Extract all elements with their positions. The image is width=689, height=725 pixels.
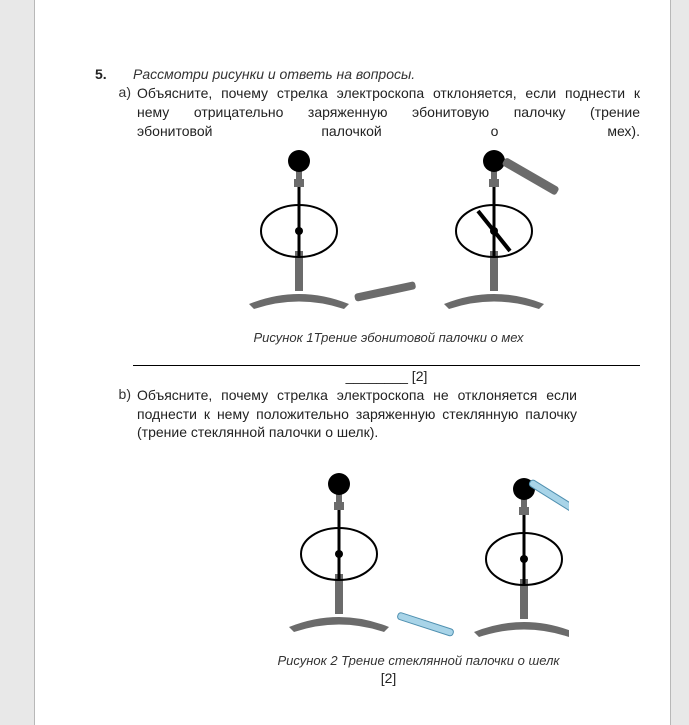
item-b: b) Объясните, почему стрелка электроскоп… <box>95 386 640 687</box>
document-page: 5. Рассмотри рисунки и ответь на вопросы… <box>34 0 671 725</box>
figure-1 <box>137 149 640 322</box>
item-a-line2: нему отрицательно заряженную эбонитовую … <box>137 103 640 122</box>
item-a-points: ________ [2] <box>133 368 640 384</box>
item-b-body: Объясните, почему стрелка электроскопа н… <box>137 386 640 687</box>
question-number: 5. <box>95 66 133 82</box>
item-b-text: Объясните, почему стрелка электроскопа н… <box>137 386 577 443</box>
figure-1-svg <box>209 149 569 319</box>
figure-2 <box>137 472 640 645</box>
figure-2-svg <box>209 472 569 642</box>
page-background: 5. Рассмотри рисунки и ответь на вопросы… <box>0 0 689 725</box>
figure-2-caption: Рисунок 2 Трение стеклянной палочки о ше… <box>197 653 640 668</box>
question-5-header: 5. Рассмотри рисунки и ответь на вопросы… <box>95 66 640 82</box>
item-b-letter: b) <box>111 386 137 402</box>
instruction-text: Рассмотри рисунки и ответь на вопросы. <box>133 66 415 82</box>
answer-line-1 <box>133 365 640 366</box>
item-a-line1: Объясните, почему стрелка электроскопа о… <box>137 84 640 103</box>
item-b-points: [2] <box>137 670 640 686</box>
item-a-answer-area: ________ [2] <box>133 365 640 384</box>
item-a-line3: эбонитовой палочкой о мех). <box>137 122 640 141</box>
content-area: 5. Рассмотри рисунки и ответь на вопросы… <box>35 66 670 686</box>
item-a-letter: a) <box>111 84 137 100</box>
figure-1-caption: Рисунок 1Трение эбонитовой палочки о мех <box>137 330 640 345</box>
item-a-body: Объясните, почему стрелка электроскопа о… <box>137 84 640 345</box>
item-a: a) Объясните, почему стрелка электроскоп… <box>95 84 640 345</box>
